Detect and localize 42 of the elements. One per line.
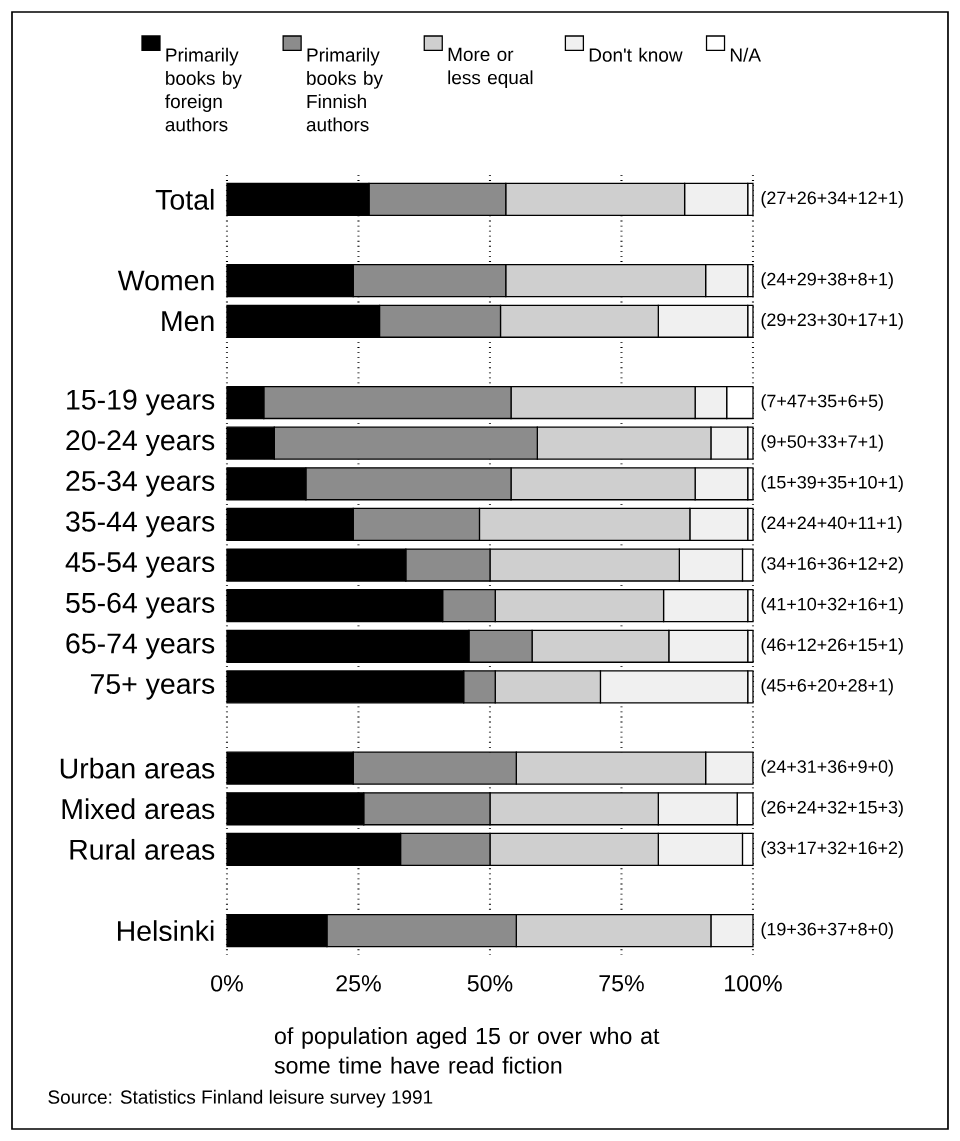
text: (9+50+33+7+1) — [761, 434, 883, 452]
legend-label: N/A — [730, 47, 761, 62]
x-tick-label: 0% — [211, 975, 243, 992]
text: (46+12+26+15+1) — [761, 637, 903, 655]
text: (7+47+35+6+5) — [761, 394, 883, 411]
text: (34+16+36+12+2) — [761, 556, 903, 574]
text: (24+29+38+8+1) — [761, 272, 893, 289]
text: (29+23+30+17+1) — [761, 312, 903, 330]
text: (24+24+40+11+1) — [761, 516, 902, 533]
text: (27+26+34+12+1) — [761, 191, 903, 208]
legend-label: Primarily books by Finnish authors — [306, 47, 383, 132]
x-tick-label: 50% — [467, 975, 513, 992]
text: (24+31+36+9+0) — [761, 759, 893, 777]
source-note: Source: Statistics Finland leisure survey 1991 — [48, 1089, 433, 1108]
y-tick-label: Women — [117, 270, 214, 291]
y-tick-label: 45-54 years — [65, 552, 215, 578]
legend-label: Primarily books by foreign authors — [165, 47, 242, 132]
x-axis-title: of population aged 15 or over who at some time have read fiction — [274, 1027, 660, 1074]
y-tick-label: Helsinki — [118, 920, 214, 942]
y-tick-label: 15-19 years — [67, 389, 215, 416]
y-tick-label: 65-74 years — [66, 633, 215, 660]
y-tick-label: Total — [155, 188, 214, 210]
x-tick-label: 75% — [599, 975, 644, 992]
text: (41+10+32+16+1) — [761, 597, 903, 614]
y-tick-label: Rural areas — [70, 838, 215, 860]
text: (19+36+37+8+0) — [761, 922, 893, 939]
y-tick-label: Urban areas — [60, 757, 215, 779]
y-tick-label: Mixed areas — [62, 798, 215, 820]
x-tick-label: 100% — [725, 975, 782, 992]
text: (26+24+32+15+3) — [761, 800, 903, 818]
x-tick-label: 25% — [336, 975, 381, 992]
text: (15+39+35+10+1) — [761, 475, 903, 493]
text: (45+6+20+28+1) — [761, 678, 893, 696]
text: (33+17+32+16+2) — [761, 841, 903, 858]
legend-label: Don't know — [589, 47, 683, 62]
y-tick-label: 35-44 years — [66, 511, 215, 538]
y-tick-label: 55-64 years — [66, 592, 215, 619]
y-tick-label: 25-34 years — [66, 470, 215, 497]
legend-label: More or less equal — [448, 47, 533, 89]
y-tick-label: 20-24 years — [66, 430, 215, 457]
y-tick-label: 75+ years — [90, 674, 215, 700]
y-tick-label: Men — [162, 311, 214, 332]
